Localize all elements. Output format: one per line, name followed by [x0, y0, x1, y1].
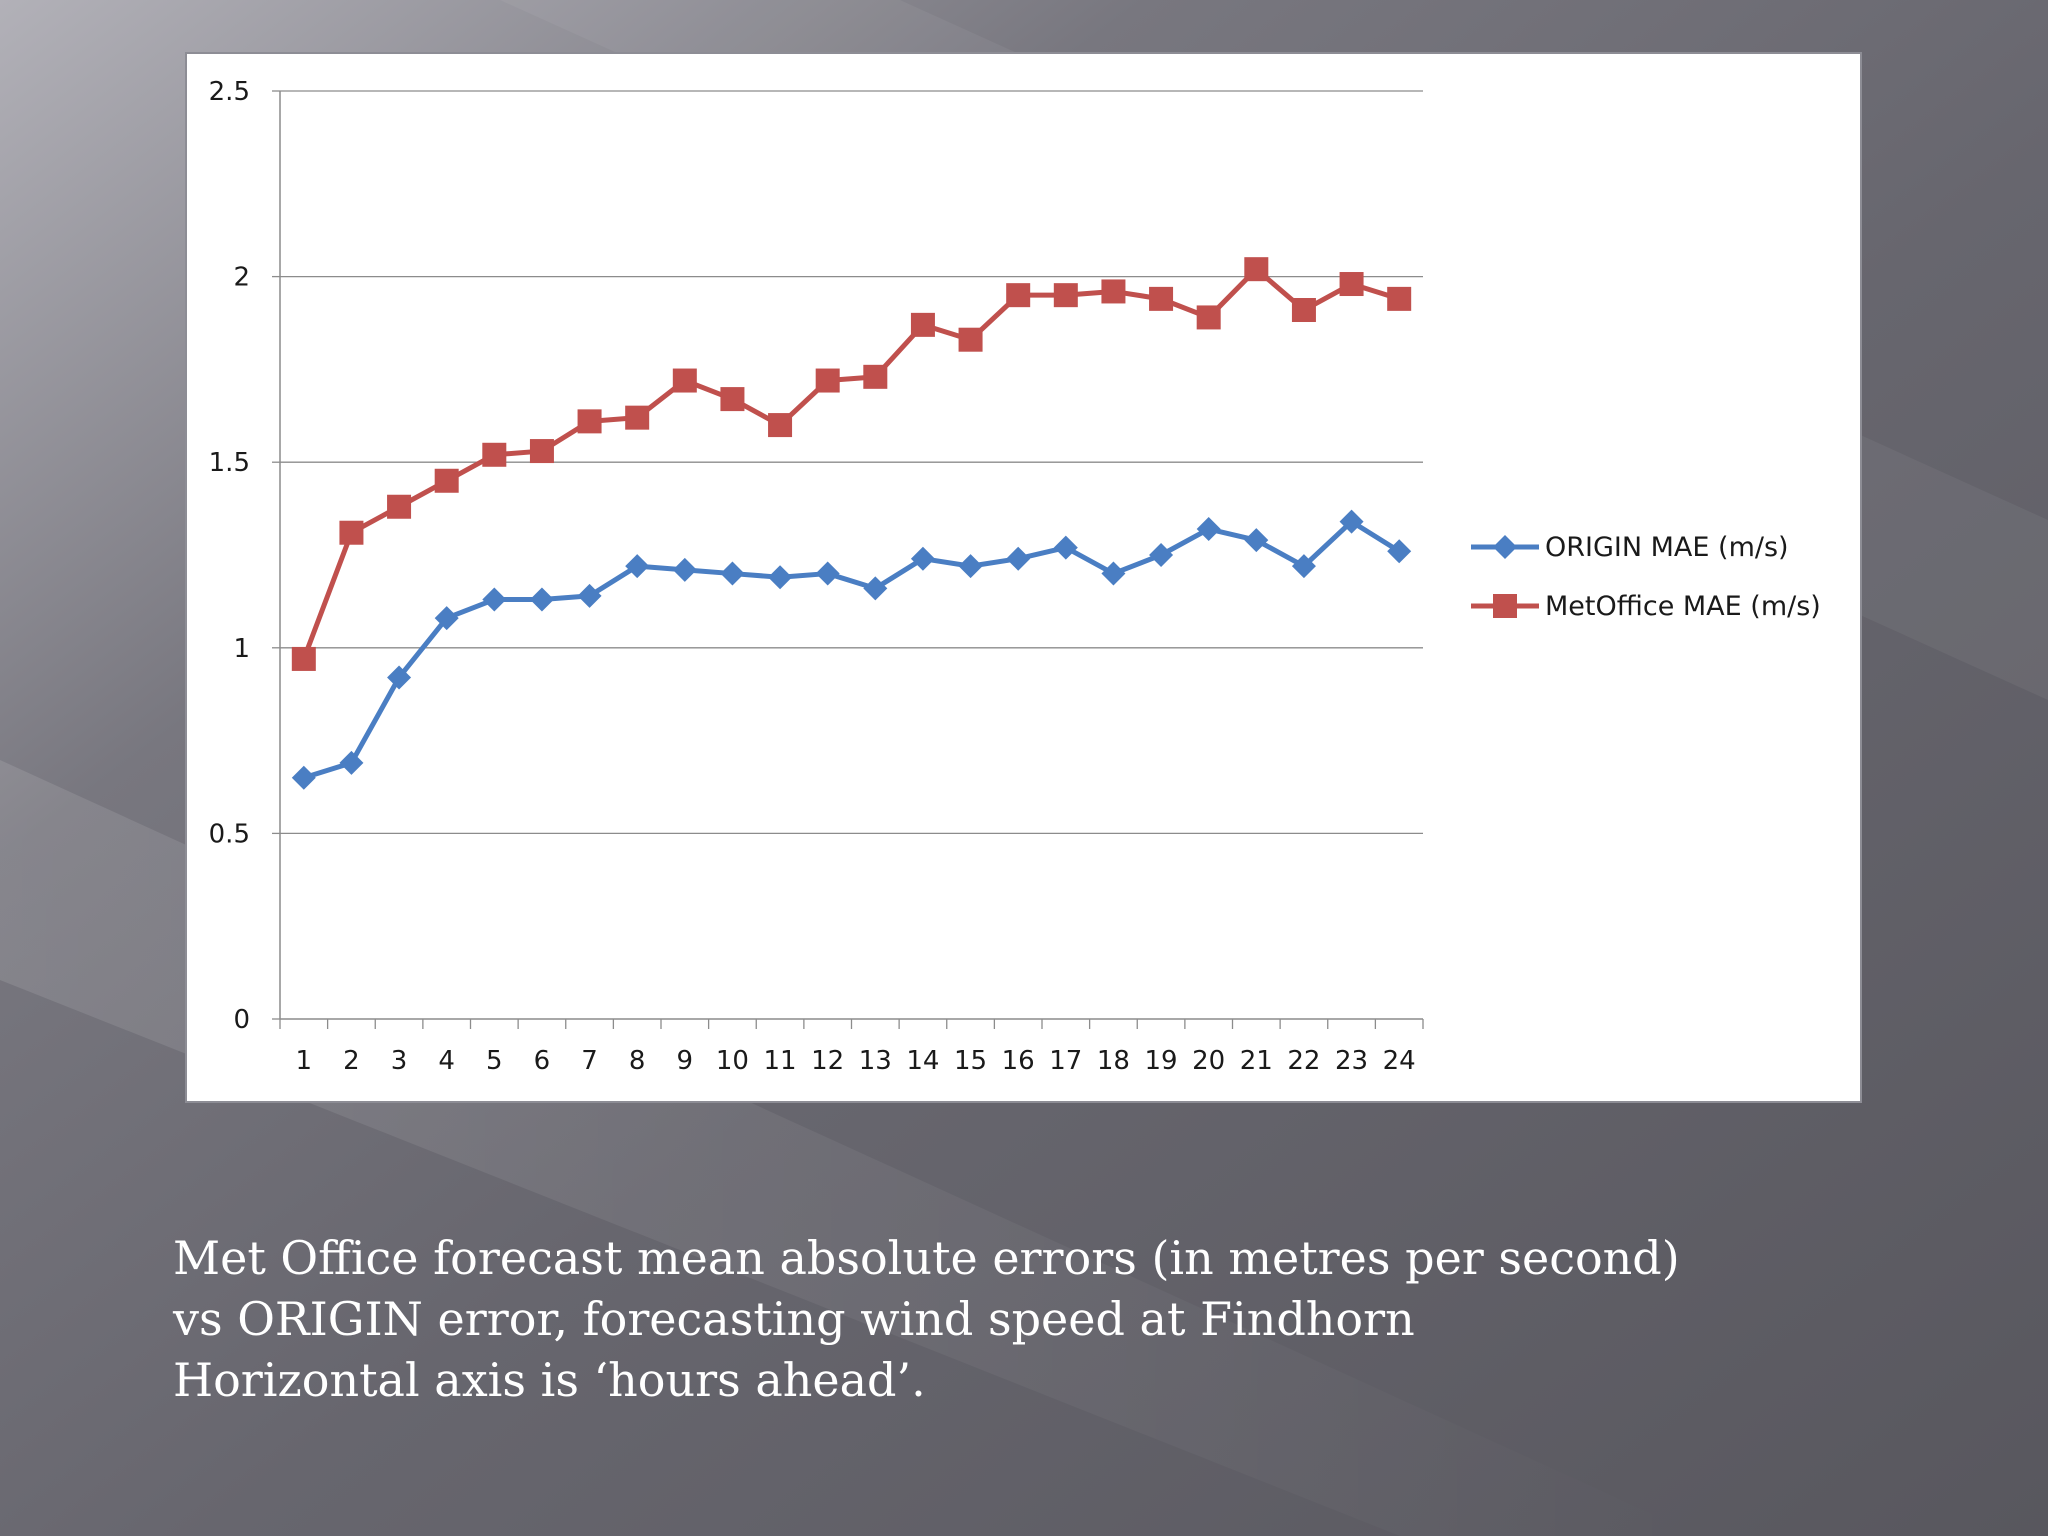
data-point — [577, 583, 602, 608]
data-point — [910, 312, 935, 337]
x-tick-label: 14 — [906, 1046, 939, 1076]
legend-label: MetOffice MAE (m/s) — [1545, 591, 1821, 622]
data-point — [339, 750, 364, 775]
x-tick-label: 10 — [716, 1046, 749, 1076]
data-point — [434, 606, 459, 631]
x-tick-label: 22 — [1287, 1046, 1320, 1076]
y-tick-label: 2.5 — [209, 77, 250, 107]
data-point — [720, 561, 745, 586]
data-point — [910, 546, 935, 571]
data-point — [387, 494, 412, 519]
x-tick-label: 6 — [534, 1046, 551, 1076]
data-point — [768, 565, 793, 590]
data-point — [1339, 272, 1364, 297]
data-point — [482, 587, 507, 612]
data-point — [1196, 305, 1221, 330]
data-point — [1149, 543, 1174, 567]
data-point — [863, 364, 888, 389]
series-line — [301, 266, 1400, 660]
data-point — [815, 368, 840, 393]
data-point — [482, 442, 507, 467]
x-tick-label: 13 — [859, 1046, 892, 1076]
data-point — [815, 561, 840, 586]
data-point — [291, 646, 316, 671]
x-tick-label: 3 — [391, 1046, 408, 1076]
x-tick-label: 9 — [677, 1046, 694, 1076]
y-tick-label: 1.5 — [209, 448, 250, 478]
x-tick-label: 15 — [954, 1046, 987, 1076]
series-line — [303, 519, 1401, 781]
y-tick-label: 1 — [233, 634, 250, 664]
x-tick-label: 2 — [343, 1046, 360, 1076]
series-metoffice — [291, 257, 1412, 671]
data-point — [1339, 509, 1364, 534]
caption-line-1: Met Office forecast mean absolute errors… — [173, 1231, 1680, 1285]
data-point — [1101, 279, 1126, 304]
legend-marker — [1493, 535, 1517, 559]
x-tick-label: 21 — [1240, 1046, 1273, 1076]
data-point — [1387, 286, 1412, 311]
x-tick-label: 24 — [1383, 1046, 1416, 1076]
x-tick-label: 8 — [629, 1046, 646, 1076]
data-point — [577, 409, 602, 434]
x-tick-label: 23 — [1335, 1046, 1368, 1076]
data-point — [625, 405, 650, 430]
legend-label: ORIGIN MAE (m/s) — [1545, 532, 1789, 563]
legend-item-origin: ORIGIN MAE (m/s) — [1471, 532, 1789, 563]
data-point — [625, 554, 650, 579]
x-tick-label: 20 — [1192, 1046, 1225, 1076]
y-tick-label: 0.5 — [209, 819, 250, 849]
y-tick-label: 0 — [233, 1005, 250, 1035]
data-point — [1387, 539, 1412, 564]
data-point — [1291, 554, 1316, 579]
x-tick-label: 7 — [581, 1046, 598, 1076]
slide-caption: Met Office forecast mean absolute errors… — [173, 1228, 1973, 1411]
legend-item-metoffice: MetOffice MAE (m/s) — [1471, 591, 1821, 622]
data-point — [720, 387, 745, 412]
data-point — [529, 439, 554, 464]
data-point — [339, 520, 364, 545]
data-point — [1053, 535, 1078, 560]
data-point — [1006, 283, 1031, 308]
data-point — [768, 413, 793, 438]
data-point — [1244, 257, 1269, 282]
data-point — [1053, 283, 1078, 308]
x-tick-label: 19 — [1145, 1046, 1178, 1076]
data-point — [863, 576, 888, 601]
chart-panel: 0 0.5 1 1.5 2 2.5 1 2 3 4 5 6 7 8 9 10 11 12 13 14 15 16 17 18 1… — [187, 54, 1860, 1101]
data-point — [1149, 286, 1174, 311]
data-point — [387, 665, 412, 690]
data-point — [1244, 528, 1269, 553]
x-tick-label: 17 — [1049, 1046, 1082, 1076]
x-tick-label: 11 — [764, 1046, 797, 1076]
data-point — [434, 468, 459, 493]
x-tick-label: 16 — [1002, 1046, 1035, 1076]
data-point — [1291, 298, 1316, 323]
data-point — [958, 554, 983, 579]
legend-marker — [1493, 594, 1517, 618]
data-point — [1196, 517, 1221, 542]
data-point — [291, 765, 316, 790]
data-point — [529, 587, 554, 612]
line-chart: 00.511.522.51 2 3 4 5 6 7 8 9 10 11 12 13 14 15 16 17 18 1… — [209, 77, 1821, 1076]
y-tick-label: 2 — [233, 263, 250, 293]
caption-line-2: vs ORIGIN error, forecasting wind speed … — [173, 1292, 1415, 1346]
data-point — [1006, 546, 1031, 571]
data-point — [672, 368, 697, 393]
data-point — [958, 327, 983, 352]
x-tick-label: 18 — [1097, 1046, 1130, 1076]
data-point — [672, 557, 697, 582]
data-point — [1101, 561, 1126, 586]
series-origin — [291, 509, 1412, 790]
caption-line-3: Horizontal axis is ‘hours ahead’. — [173, 1353, 926, 1407]
x-tick-label: 12 — [811, 1046, 844, 1076]
x-tick-label: 1 — [296, 1046, 313, 1076]
x-tick-label: 5 — [486, 1046, 503, 1076]
x-tick-label: 4 — [438, 1046, 455, 1076]
